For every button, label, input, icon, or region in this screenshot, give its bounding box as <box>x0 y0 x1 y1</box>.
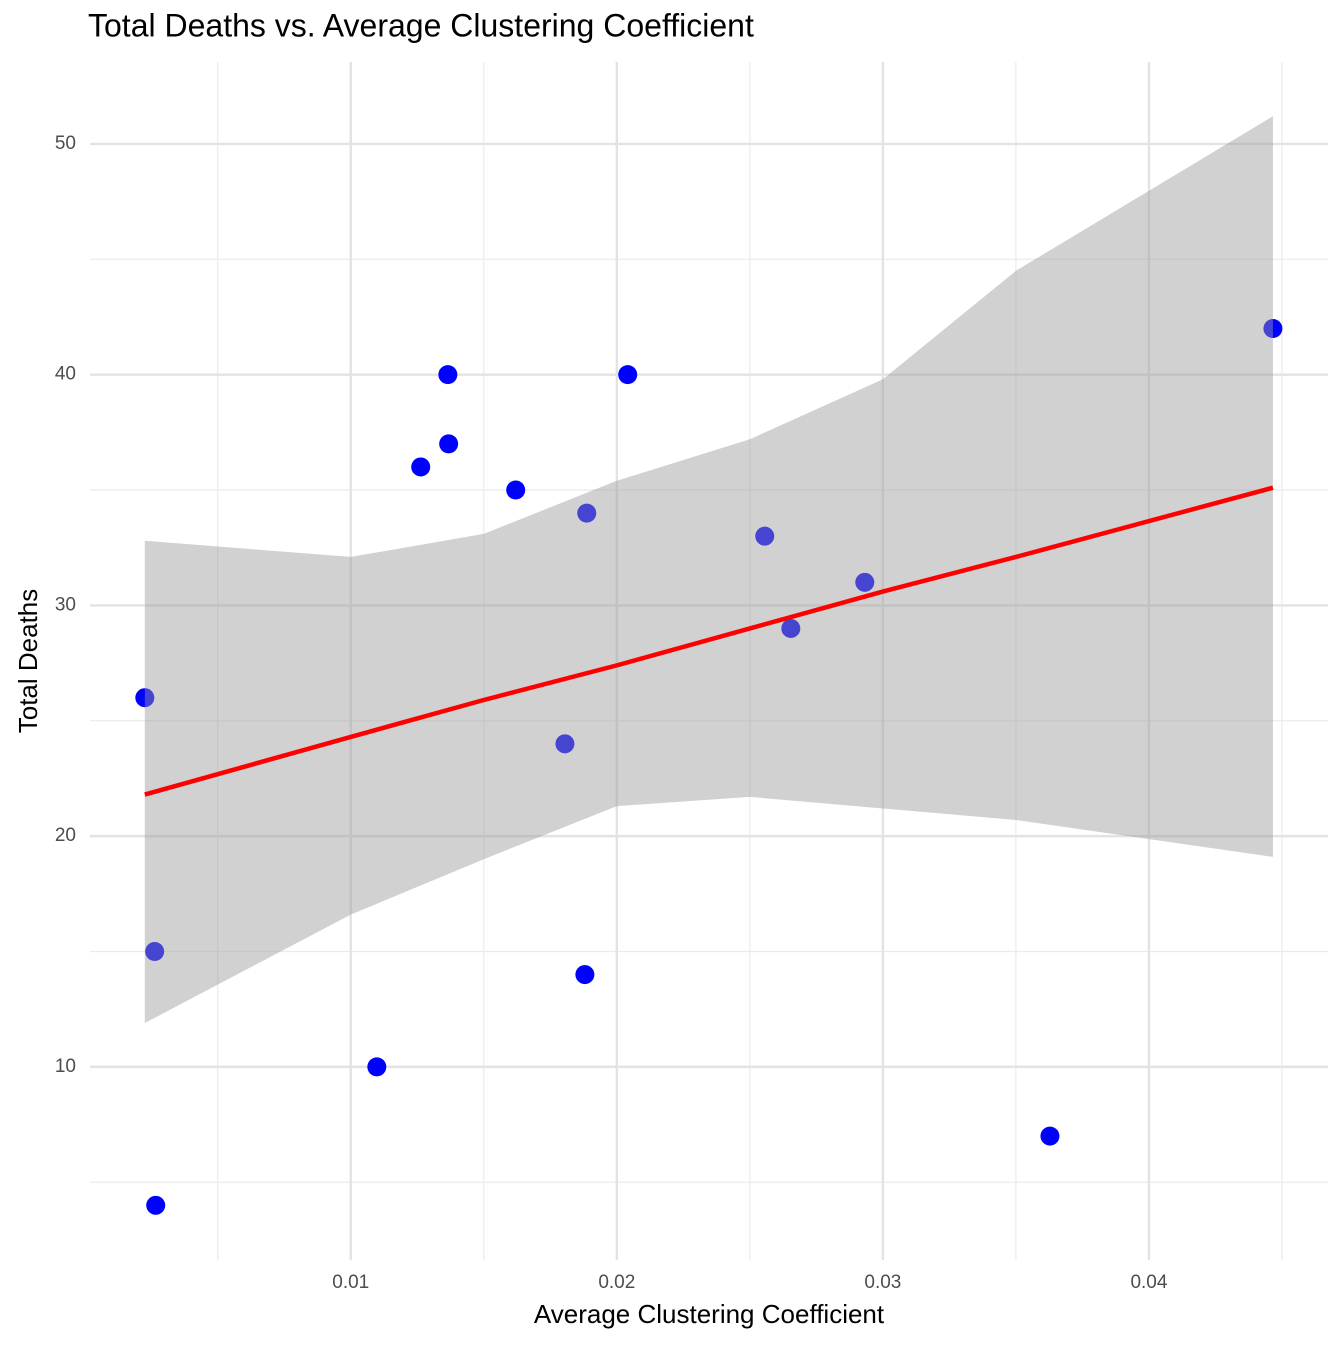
y-tick-label: 20 <box>55 825 76 846</box>
point <box>781 618 801 638</box>
point <box>439 434 459 454</box>
point <box>367 1057 387 1077</box>
x-axis-label: Average Clustering Coefficient <box>534 1299 885 1329</box>
point <box>146 1195 166 1215</box>
point <box>506 480 526 500</box>
x-tick-label: 0.03 <box>864 1272 901 1293</box>
y-tick-label: 40 <box>55 364 76 385</box>
point <box>1040 1126 1060 1146</box>
point <box>755 526 775 546</box>
point <box>575 965 595 985</box>
x-tick-label: 0.02 <box>598 1272 635 1293</box>
y-tick-label: 50 <box>55 133 76 154</box>
point <box>438 365 458 385</box>
point <box>135 688 155 708</box>
point <box>577 503 597 523</box>
confidence-band <box>144 116 1273 1024</box>
x-tick-label: 0.04 <box>1130 1272 1167 1293</box>
point <box>618 365 638 385</box>
point <box>145 942 165 962</box>
point <box>855 572 875 592</box>
y-tick-label: 30 <box>55 594 76 615</box>
y-axis-label: Total Deaths <box>13 589 43 734</box>
point <box>411 457 431 477</box>
x-tick-label: 0.01 <box>332 1272 369 1293</box>
y-tick-label: 10 <box>55 1056 76 1077</box>
point <box>1263 319 1283 339</box>
point <box>555 734 575 754</box>
fit-line <box>144 485 1274 797</box>
chart-title: Total Deaths vs. Average Clustering Coef… <box>88 7 754 43</box>
